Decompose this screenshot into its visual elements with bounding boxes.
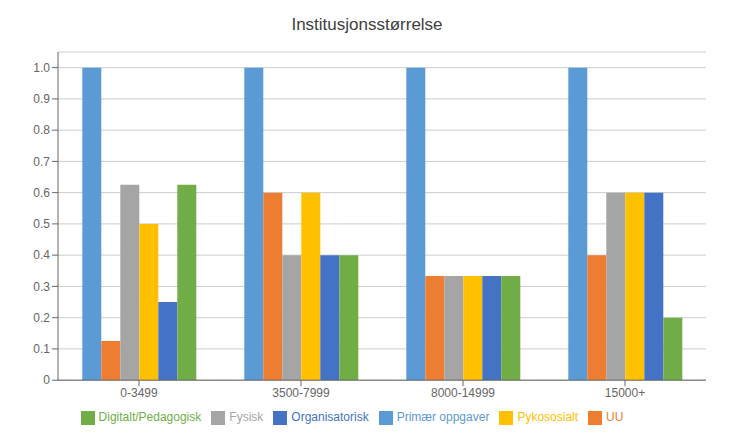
svg-text:0.8: 0.8 bbox=[33, 123, 50, 137]
svg-text:0: 0 bbox=[43, 373, 50, 387]
html-text:Primær oppgaver: Primær oppgaver bbox=[396, 410, 490, 425]
html-text:Organisatorisk: Organisatorisk bbox=[291, 410, 369, 425]
svg-text:0.4: 0.4 bbox=[33, 248, 50, 262]
svg-text:0.5: 0.5 bbox=[33, 217, 50, 231]
svg-text:0.6: 0.6 bbox=[33, 186, 50, 200]
html-text:Pykososialt: Pykososialt bbox=[517, 410, 579, 425]
svg-text:0.9: 0.9 bbox=[33, 92, 50, 106]
svg-text:0.3: 0.3 bbox=[33, 280, 50, 294]
svg-text:3500-7999: 3500-7999 bbox=[272, 386, 330, 400]
svg-text:0.7: 0.7 bbox=[33, 155, 50, 169]
html-text:Digitalt/Pedagogisk: Digitalt/Pedagogisk bbox=[98, 410, 202, 425]
html-text:Fysisk: Fysisk bbox=[229, 410, 264, 425]
svg-text:0.2: 0.2 bbox=[33, 311, 50, 325]
svg-text:0.1: 0.1 bbox=[33, 342, 50, 356]
svg-text:15000+: 15000+ bbox=[605, 386, 645, 400]
html-text:Institusjonsstørrelse: Institusjonsstørrelse bbox=[291, 15, 443, 34]
svg-text:1.0: 1.0 bbox=[33, 61, 50, 75]
svg-text:8000-14999: 8000-14999 bbox=[431, 386, 495, 400]
html-text:UU: UU bbox=[606, 410, 624, 425]
svg-text:0-3499: 0-3499 bbox=[120, 386, 158, 400]
